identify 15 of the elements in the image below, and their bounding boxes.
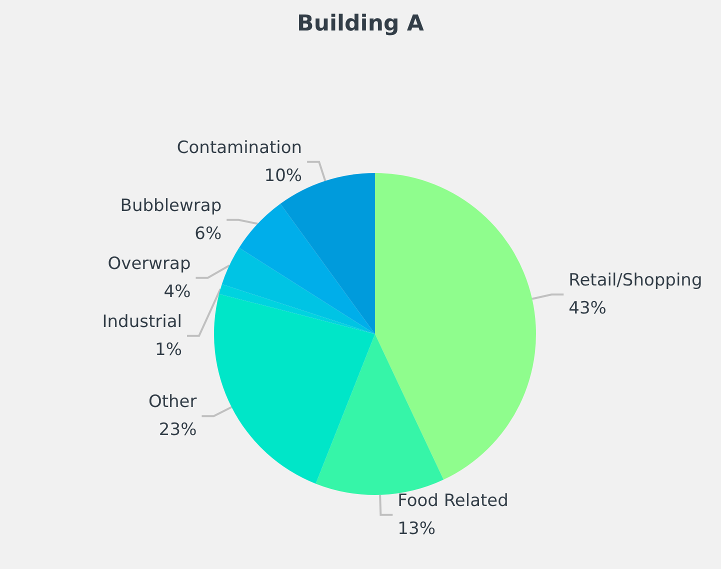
data-label: 23% [158, 420, 197, 440]
data-label: 43% [568, 298, 606, 319]
data-label: 10% [264, 166, 302, 186]
slice-label: Food Related [398, 490, 508, 511]
slice-label: Other [148, 392, 197, 412]
slice-label: Industrial [102, 312, 182, 332]
data-label: 1% [155, 340, 182, 360]
data-label: 6% [194, 224, 222, 244]
data-label: 13% [398, 518, 436, 539]
slice-label: Retail/Shopping [568, 270, 702, 291]
slice-label: Contamination [176, 138, 302, 158]
slice-label: Overwrap [108, 254, 191, 274]
chart-title: Building A [297, 12, 424, 36]
data-label: 4% [164, 282, 191, 302]
slice-label: Bubblewrap [120, 196, 222, 216]
